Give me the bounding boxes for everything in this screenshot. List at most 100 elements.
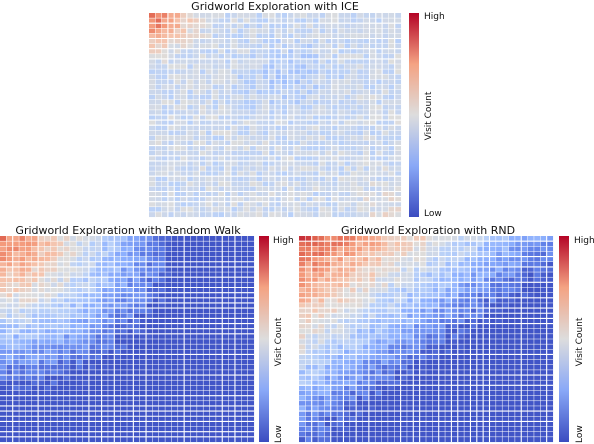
heatmap-cell xyxy=(324,328,331,334)
heatmap-cell xyxy=(343,395,350,401)
heatmap-cell xyxy=(363,130,370,136)
heatmap-cell xyxy=(451,328,458,334)
heatmap-cell xyxy=(101,277,108,283)
heatmap-cell xyxy=(464,328,471,334)
heatmap-cell xyxy=(400,354,407,360)
heatmap-cell xyxy=(337,344,344,350)
heatmap-cell xyxy=(540,390,547,396)
heatmap-cell xyxy=(400,241,407,247)
heatmap-cell xyxy=(419,405,427,412)
heatmap-cell xyxy=(180,28,187,34)
heatmap-cell xyxy=(275,140,282,146)
heatmap-cell xyxy=(495,344,503,350)
heatmap-cell xyxy=(306,33,313,39)
heatmap-cell xyxy=(281,120,288,126)
heatmap-cell xyxy=(167,58,175,65)
heatmap-cell xyxy=(476,277,484,283)
heatmap-cell xyxy=(375,277,382,283)
heatmap-cell xyxy=(199,166,206,172)
heatmap-cell xyxy=(489,308,496,314)
heatmap-cell xyxy=(212,79,219,85)
heatmap-cell xyxy=(25,344,32,350)
heatmap-cell xyxy=(165,297,172,303)
heatmap-cell xyxy=(533,261,541,267)
heatmap-cell xyxy=(527,369,534,376)
heatmap-cell xyxy=(344,160,351,167)
heatmap-cell xyxy=(318,349,325,355)
heatmap-cell xyxy=(426,339,433,345)
heatmap-cell xyxy=(356,84,364,90)
heatmap-cell xyxy=(174,181,181,187)
heatmap-cell xyxy=(343,436,350,443)
heatmap-cell xyxy=(406,302,414,309)
heatmap-cell xyxy=(343,369,350,376)
heatmap-cell xyxy=(483,246,490,252)
heatmap-cell xyxy=(199,64,206,70)
heatmap-cell xyxy=(319,28,326,34)
heatmap-cell xyxy=(180,196,187,202)
heatmap-cell xyxy=(406,256,414,262)
heatmap-cell xyxy=(381,395,388,401)
heatmap-cell xyxy=(406,266,414,273)
heatmap-cell xyxy=(419,436,427,443)
heatmap-cell xyxy=(230,104,238,110)
heatmap-cell xyxy=(337,400,344,406)
heatmap-cell xyxy=(82,364,89,370)
heatmap-cell xyxy=(243,109,250,116)
heatmap-cell xyxy=(57,344,64,350)
heatmap-cell xyxy=(0,421,7,427)
heatmap-cell xyxy=(76,390,83,396)
heatmap-cell xyxy=(451,256,458,262)
heatmap-cell xyxy=(12,385,20,391)
heatmap-cell xyxy=(445,411,452,417)
heatmap-cell xyxy=(275,48,282,54)
heatmap-cell xyxy=(311,308,319,314)
heatmap-cell xyxy=(476,375,484,381)
heatmap-cell xyxy=(363,84,370,90)
heatmap-cell xyxy=(311,323,319,329)
heatmap-cell xyxy=(305,302,312,309)
heatmap-cell xyxy=(6,246,13,252)
heatmap-cell xyxy=(394,191,402,197)
heatmap-cell xyxy=(184,349,191,355)
heatmap-cell xyxy=(203,390,210,396)
heatmap-cell xyxy=(527,426,534,432)
heatmap-cell xyxy=(483,369,490,376)
heatmap-cell xyxy=(388,206,395,212)
heatmap-cell xyxy=(300,145,307,151)
heatmap-cell xyxy=(237,28,244,34)
heatmap-cell xyxy=(243,120,250,126)
heatmap-cell xyxy=(368,395,376,401)
heatmap-cell xyxy=(95,395,102,401)
heatmap-cell xyxy=(184,364,191,370)
heatmap-cell xyxy=(281,94,288,100)
heatmap-cell xyxy=(312,206,320,212)
heatmap-cell xyxy=(394,246,401,252)
heatmap-cell xyxy=(155,84,162,90)
heatmap-cell xyxy=(222,339,229,345)
heatmap-cell xyxy=(76,287,83,293)
heatmap-cell xyxy=(6,302,13,309)
heatmap-cell xyxy=(224,166,231,172)
heatmap-cell xyxy=(212,196,219,202)
heatmap-cell xyxy=(432,395,439,401)
heatmap-cell xyxy=(330,246,338,252)
heatmap-cell xyxy=(375,79,383,85)
heatmap-cell xyxy=(139,416,147,422)
heatmap-cell xyxy=(495,421,503,427)
heatmap-cell xyxy=(25,395,32,401)
heatmap-cell xyxy=(445,236,452,242)
heatmap-cell xyxy=(196,426,204,432)
heatmap-cell xyxy=(406,359,414,365)
heatmap-cell xyxy=(356,166,364,172)
heatmap-cell xyxy=(287,186,294,192)
heatmap-cell xyxy=(44,364,51,370)
heatmap-cell xyxy=(388,186,395,192)
heatmap-cell xyxy=(243,58,250,65)
heatmap-cell xyxy=(299,411,306,417)
heatmap-cell xyxy=(300,120,307,126)
heatmap-cell xyxy=(502,426,509,432)
heatmap-cell xyxy=(325,104,332,110)
heatmap-cell xyxy=(363,166,370,172)
heatmap-cell xyxy=(495,282,503,288)
